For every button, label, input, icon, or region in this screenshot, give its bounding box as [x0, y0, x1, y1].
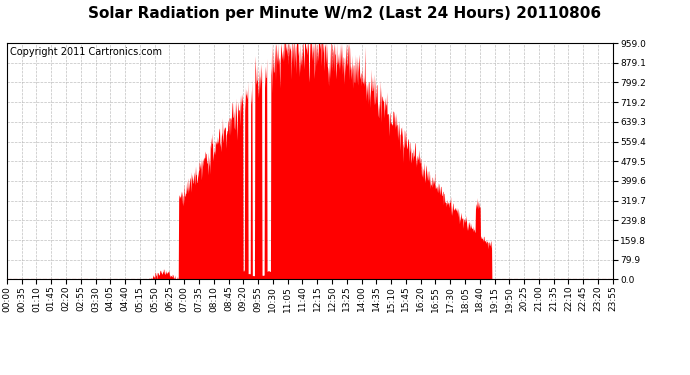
- Text: Solar Radiation per Minute W/m2 (Last 24 Hours) 20110806: Solar Radiation per Minute W/m2 (Last 24…: [88, 6, 602, 21]
- Text: Copyright 2011 Cartronics.com: Copyright 2011 Cartronics.com: [10, 46, 162, 57]
